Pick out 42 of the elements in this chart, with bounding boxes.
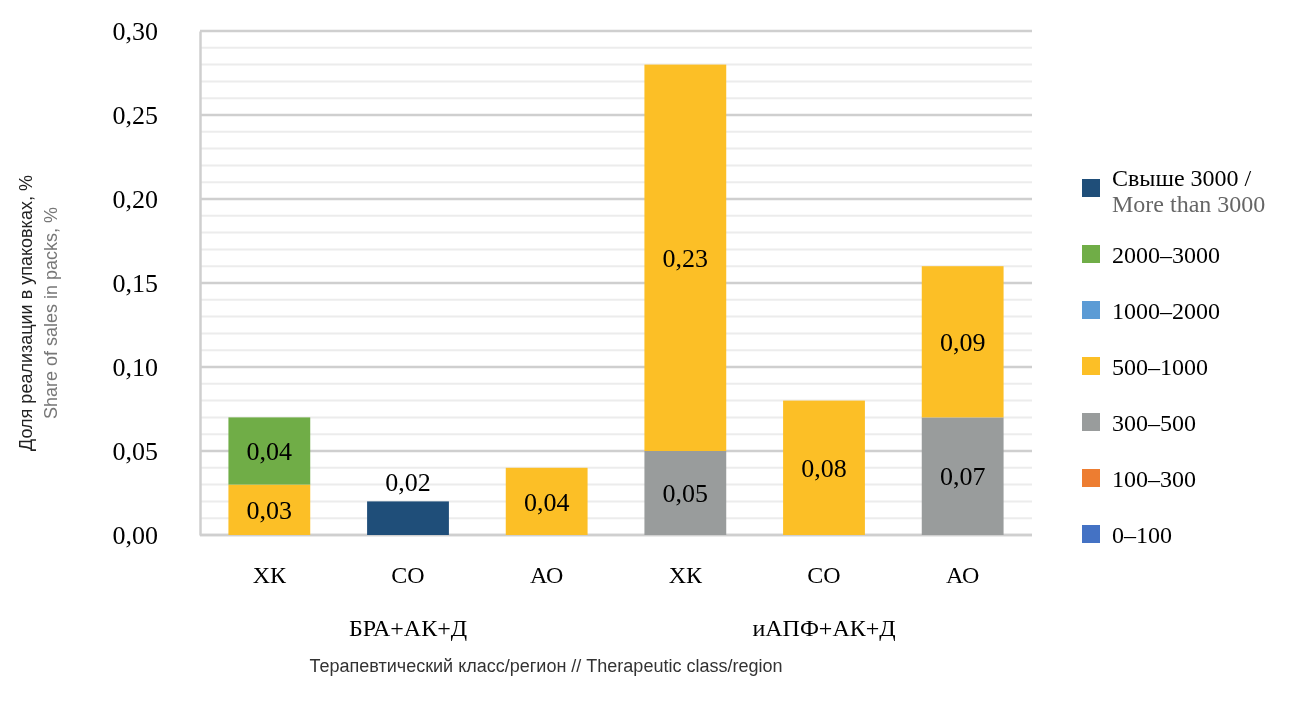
- data-label: 0,07: [939, 462, 986, 492]
- bar: [921, 417, 1004, 535]
- x-axis-title: Терапевтический класс/регион // Therapeutic class/region: [309, 656, 783, 676]
- legend-label: Свыше 3000 / More than 3000: [1112, 165, 1266, 217]
- y-axis-title: Доля реализации в упаковках, % Share of sales in packs, %: [16, 175, 61, 451]
- text: БРА+АК+Д: [348, 615, 468, 641]
- bar: [228, 484, 311, 535]
- bar: [505, 467, 588, 535]
- x-tick-label: АО: [529, 562, 564, 588]
- x-tick-label: СО: [807, 562, 841, 588]
- bar: [921, 266, 1004, 418]
- y-tick-label: 0,10: [112, 352, 158, 382]
- y-tick-label: 0,20: [112, 184, 158, 214]
- legend-label: 300–500: [1112, 410, 1196, 436]
- x-tick-label: СО: [391, 562, 425, 588]
- y-tick-label: 0,25: [112, 100, 158, 130]
- text: иАПФ+АК+Д: [752, 615, 896, 641]
- data-label: 0,23: [662, 243, 709, 273]
- y-tick-label: 0,30: [112, 16, 158, 46]
- legend-label: 500–1000: [1112, 354, 1208, 380]
- data-label: 0,08: [801, 453, 847, 483]
- legend-label: 0–100: [1112, 522, 1172, 548]
- x-tick-label: АО: [945, 562, 980, 588]
- data-label: 0,03: [246, 495, 293, 525]
- bar: [644, 64, 727, 451]
- data-label: 0,04: [523, 487, 570, 517]
- data-label: 0,02: [385, 468, 431, 498]
- legend-label: 100–300: [1112, 466, 1196, 492]
- x-tick-label: ХК: [252, 562, 287, 588]
- y-tick-label: 0,00: [112, 520, 158, 550]
- data-label: 0,04: [246, 437, 293, 467]
- y-tick-label: 0,15: [112, 268, 158, 298]
- bar: [783, 400, 865, 535]
- legend-label: 2000–3000: [1112, 242, 1220, 268]
- legend-label: 1000–2000: [1112, 298, 1220, 324]
- data-label: 0,09: [939, 327, 986, 357]
- data-label: 0,05: [662, 479, 709, 509]
- bar: [367, 501, 449, 535]
- x-tick-label: ХК: [668, 562, 703, 588]
- y-tick-label: 0,05: [112, 436, 158, 466]
- bar: [228, 417, 311, 485]
- bar: [644, 451, 727, 535]
